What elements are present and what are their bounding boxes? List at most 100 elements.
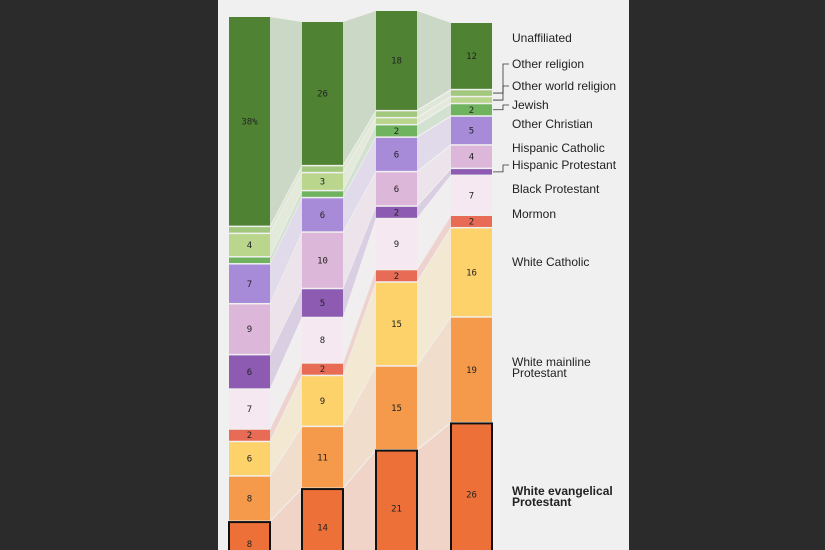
bar-segment-white-catholic <box>376 282 417 366</box>
bar-segment-hispanic-catholic <box>451 145 492 168</box>
flow-band-other-world-religion <box>343 118 376 190</box>
flow-band-white-mainline-protestant <box>417 317 451 450</box>
data-label: 2 <box>469 217 474 227</box>
flow-band-other-world-religion <box>417 97 451 124</box>
stacked-bar-chart: 88627697438%1411928510632621151529266218… <box>228 11 617 550</box>
data-label: 19 <box>466 366 477 376</box>
data-label: 2 <box>247 431 252 441</box>
data-label: 6 <box>247 368 252 378</box>
bar-segment-black-protestant <box>451 176 492 215</box>
data-label: 10 <box>317 256 328 266</box>
bar-segment-other-christian <box>376 137 417 171</box>
bar-segments <box>229 11 492 550</box>
bar-segment-other-world-religion <box>302 173 343 190</box>
flow-band-hispanic-catholic <box>270 232 302 354</box>
flow-band-jewish <box>343 125 376 197</box>
bar-segment-black-protestant <box>302 318 343 363</box>
flow-band-white-mainline-protestant <box>270 427 302 521</box>
flow-band-white-evangelical-protestant <box>417 423 451 550</box>
legend-label-white-evangelical-protestant: Protestant <box>512 495 571 509</box>
bar-segment-other-religion <box>376 111 417 117</box>
legend-connector <box>493 85 509 101</box>
flow-band-other-christian <box>417 116 451 171</box>
bar-segment-mormon <box>229 429 270 441</box>
data-label: 6 <box>394 150 399 160</box>
data-label: 2 <box>320 365 325 375</box>
data-label: 5 <box>469 126 474 136</box>
legend: Unaffiliated Other religion Other world re… <box>493 31 617 509</box>
data-label: 7 <box>247 405 252 415</box>
bar-segment-mormon <box>376 270 417 282</box>
data-label: 3 <box>320 178 325 188</box>
bar-segment-hispanic-protestant <box>302 289 343 317</box>
bar-segment-jewish <box>451 104 492 116</box>
legend-connector <box>493 104 509 111</box>
data-label: 8 <box>320 336 325 346</box>
flow-band-white-evangelical-protestant <box>343 450 376 550</box>
bar-segment-other-world-religion <box>229 234 270 257</box>
flow-bands <box>270 11 451 550</box>
flow-band-other-christian <box>343 137 376 232</box>
flow-band-hispanic-catholic <box>343 172 376 288</box>
data-label: 16 <box>466 268 477 278</box>
bar-segment-other-christian <box>302 198 343 232</box>
data-label: 9 <box>320 397 325 407</box>
flow-band-other-religion <box>417 90 451 117</box>
data-label: 15 <box>391 320 402 330</box>
highlight-outlines <box>228 422 493 550</box>
legend-connector <box>493 164 509 173</box>
flow-band-hispanic-catholic <box>417 145 451 206</box>
bar-segment-white-mainline-protestant <box>376 366 417 450</box>
legend-label-other-world-religion: Other world religion <box>512 79 616 93</box>
data-label: 7 <box>247 280 252 290</box>
bar-segment-other-religion <box>229 227 270 233</box>
bar-segment-unaffiliated <box>451 23 492 89</box>
flow-band-hispanic-protestant <box>417 169 451 218</box>
bar-segment-white-mainline-protestant <box>302 427 343 488</box>
flow-band-other-christian <box>270 198 302 303</box>
legend-label-white-evangelical-protestant: White evangelical <box>512 484 613 498</box>
highlight-outline <box>450 422 493 550</box>
bar-segment-hispanic-catholic <box>302 232 343 288</box>
bar-segment-white-evangelical-protestant <box>376 450 417 550</box>
data-label: 9 <box>247 325 252 335</box>
data-label: 26 <box>466 491 477 501</box>
flow-band-white-catholic <box>343 282 376 426</box>
bar-segment-hispanic-protestant <box>376 206 417 218</box>
data-label: 2 <box>394 127 399 137</box>
data-label: 15 <box>391 404 402 414</box>
bar-segment-other-religion <box>451 90 492 96</box>
flow-band-mormon <box>417 215 451 282</box>
bar-segment-hispanic-catholic <box>376 172 417 206</box>
bar-segment-unaffiliated <box>302 22 343 165</box>
bar-segment-white-evangelical-protestant <box>451 423 492 550</box>
data-label: 5 <box>320 299 325 309</box>
data-label: 6 <box>320 211 325 221</box>
bar-segment-black-protestant <box>376 219 417 269</box>
legend-connector <box>493 63 509 94</box>
data-label: 8 <box>247 540 252 550</box>
legend-label-unaffiliated: Unaffiliated <box>512 31 572 45</box>
flow-band-unaffiliated <box>343 11 376 165</box>
legend-label-white-mainline-protestant: Protestant <box>512 366 567 380</box>
flow-band-hispanic-protestant <box>343 206 376 317</box>
data-label: 26 <box>317 89 328 99</box>
flow-band-other-religion <box>343 111 376 172</box>
flow-band-jewish <box>270 191 302 264</box>
bar-segment-jewish <box>229 257 270 264</box>
data-label: 21 <box>391 504 402 514</box>
flow-band-black-protestant <box>270 318 302 429</box>
data-label: 14 <box>317 524 328 534</box>
flow-band-hispanic-protestant <box>270 289 302 389</box>
bar-segment-jewish <box>376 125 417 137</box>
legend-label-other-religion: Other religion <box>512 57 584 71</box>
bar-segment-jewish <box>302 191 343 197</box>
legend-label-hispanic-catholic: Hispanic Catholic <box>512 141 605 155</box>
data-label: 38% <box>241 117 258 127</box>
data-label: 18 <box>391 56 402 66</box>
data-label: 2 <box>394 272 399 282</box>
flow-band-white-evangelical-protestant <box>270 489 302 550</box>
flow-band-jewish <box>417 104 451 137</box>
legend-label-white-mainline-protestant: White mainline <box>512 355 591 369</box>
highlight-outline <box>228 521 271 550</box>
